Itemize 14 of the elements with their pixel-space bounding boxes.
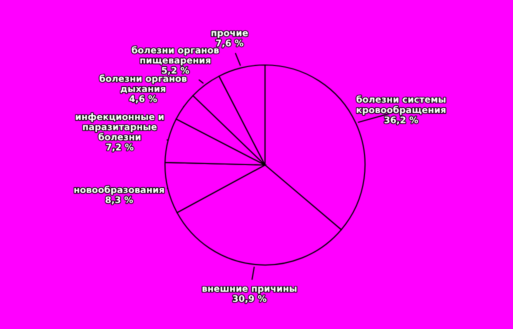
data-label: 30,9 % bbox=[232, 295, 266, 304]
data-label: 36,2 % bbox=[384, 116, 418, 124]
slice-label: болезни системы кровообращения bbox=[356, 95, 446, 115]
data-label: 7,2 % bbox=[106, 144, 134, 152]
slice-label: внешние причины bbox=[202, 286, 296, 294]
data-label: 8,3 % bbox=[106, 196, 133, 204]
slice-label: новообразования bbox=[74, 186, 164, 195]
slice-label: инфекционные и паразитарные болезни bbox=[76, 113, 164, 140]
slice-label: прочие bbox=[212, 31, 248, 38]
legend-label: болезни органов дыхания bbox=[100, 74, 187, 94]
slice-label: болезни органов пищеварения bbox=[132, 46, 219, 66]
data-label: 5,2 % bbox=[162, 66, 190, 75]
data-label: 4,6 % bbox=[129, 95, 157, 104]
data-label: 7,6 % bbox=[216, 40, 244, 48]
